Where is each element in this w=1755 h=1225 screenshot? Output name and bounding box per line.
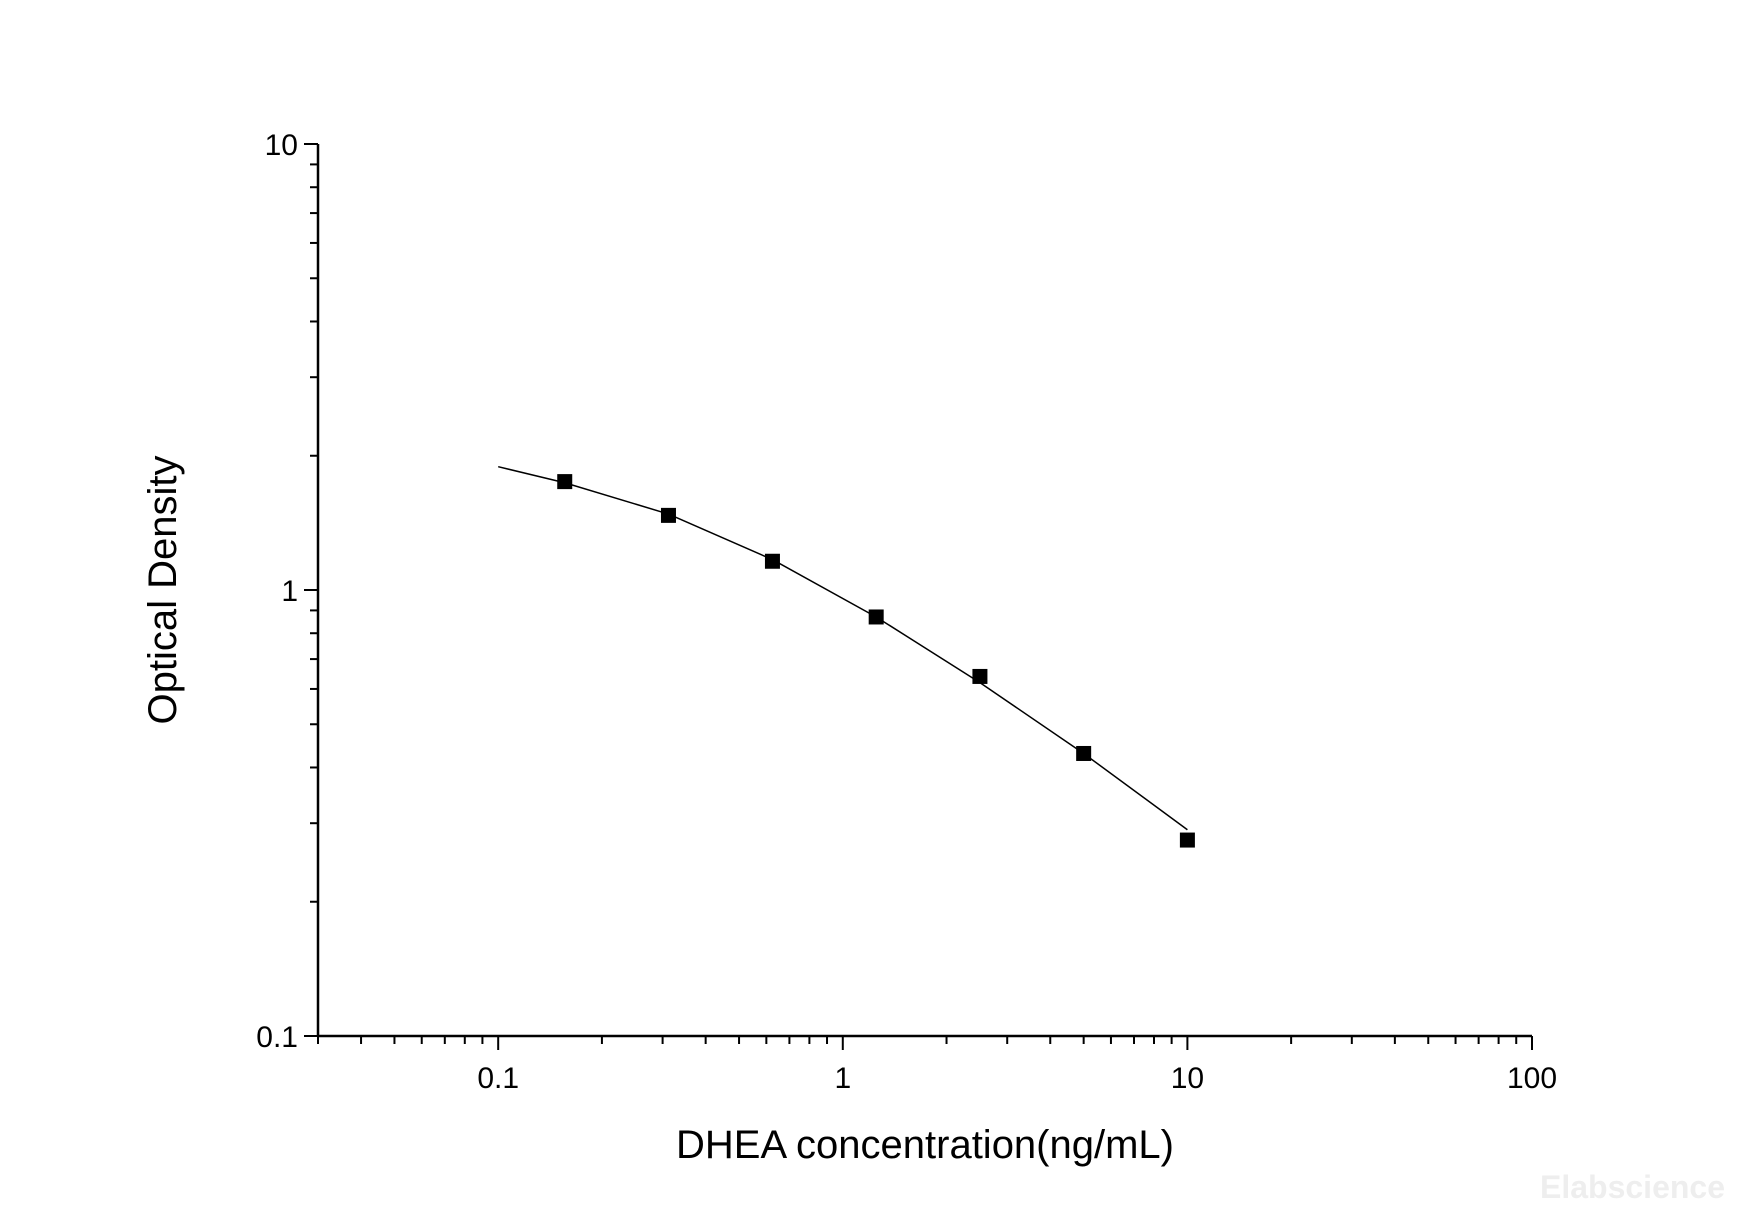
watermark: Elabscience [1540,1169,1725,1205]
y-ticks [304,143,318,1037]
data-point [1179,832,1195,848]
x-tick-label: 10 [1171,1062,1204,1095]
data-point [1076,745,1092,761]
x-tick-label: 100 [1507,1062,1557,1095]
x-tick-label: 0.1 [477,1062,519,1095]
data-point [972,668,988,684]
y-axis-title: Optical Density [141,456,185,725]
data-point [557,474,573,490]
y-tick-label: 1 [281,575,298,608]
data-points [557,474,1195,848]
y-tick-label: 0.1 [256,1021,298,1054]
data-point [764,553,780,569]
y-tick-label: 10 [265,129,298,162]
x-tick-labels: 0.1 1 10 100 [477,1062,1557,1095]
x-tick-label: 1 [834,1062,851,1095]
x-ticks [317,1036,1533,1050]
y-tick-labels: 0.1 1 10 [256,129,298,1054]
data-point [660,507,676,523]
x-axis-title: DHEA concentration(ng/mL) [676,1123,1174,1167]
data-point [868,609,884,625]
axes [316,144,1532,1038]
fit-curve [498,465,1188,831]
